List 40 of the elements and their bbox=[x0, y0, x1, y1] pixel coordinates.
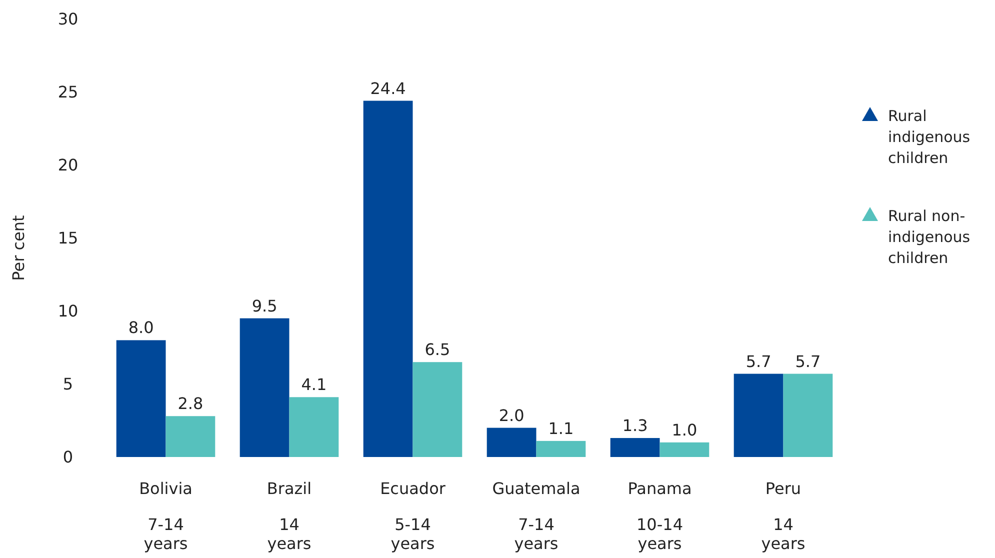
y-tick-label: 5 bbox=[62, 374, 74, 394]
legend-label: Rural indigenous children bbox=[888, 107, 970, 167]
data-label: 5.7 bbox=[746, 352, 772, 371]
y-tick-label: 30 bbox=[58, 10, 78, 29]
bar bbox=[412, 362, 462, 457]
x-tick-label: Guatemala 7-14 years bbox=[492, 479, 580, 553]
bar bbox=[289, 397, 339, 457]
data-label: 5.7 bbox=[795, 352, 821, 371]
data-label: 24.4 bbox=[370, 78, 406, 98]
bar bbox=[660, 442, 710, 457]
y-tick-label: 15 bbox=[58, 228, 78, 248]
data-label: 2.0 bbox=[498, 406, 524, 425]
x-tick-label: Ecuador 5-14 years bbox=[380, 479, 446, 553]
data-label: 4.1 bbox=[301, 375, 327, 394]
bar bbox=[486, 428, 536, 457]
y-tick-label: 10 bbox=[58, 302, 78, 321]
x-tick-label: Brazil 14 years bbox=[266, 479, 312, 553]
bar bbox=[363, 100, 413, 457]
bar bbox=[783, 374, 833, 457]
data-label: 1.3 bbox=[622, 416, 648, 436]
y-tick-label: 0 bbox=[62, 448, 74, 467]
bar bbox=[536, 440, 586, 457]
y-axis-title: Per cent bbox=[9, 215, 28, 281]
bar bbox=[610, 438, 660, 457]
data-label: 1.1 bbox=[548, 418, 574, 438]
y-tick-label: 25 bbox=[58, 82, 78, 102]
bar bbox=[116, 340, 166, 457]
bar bbox=[240, 318, 290, 457]
data-label: 9.5 bbox=[252, 296, 278, 316]
y-tick-label: 20 bbox=[58, 156, 78, 175]
x-tick-label: Panama 10-14 years bbox=[628, 479, 692, 553]
data-label: 6.5 bbox=[424, 340, 450, 360]
bar bbox=[166, 416, 216, 457]
data-label: 2.8 bbox=[178, 394, 204, 414]
x-tick-label: Bolivia 7-14 years bbox=[139, 479, 192, 553]
legend-label: Rural non-indigenous children bbox=[888, 207, 970, 267]
bar bbox=[734, 374, 784, 457]
data-label: 1.0 bbox=[672, 420, 698, 440]
x-tick-label: Peru 14 years bbox=[761, 479, 806, 553]
data-label: 8.0 bbox=[128, 318, 154, 338]
